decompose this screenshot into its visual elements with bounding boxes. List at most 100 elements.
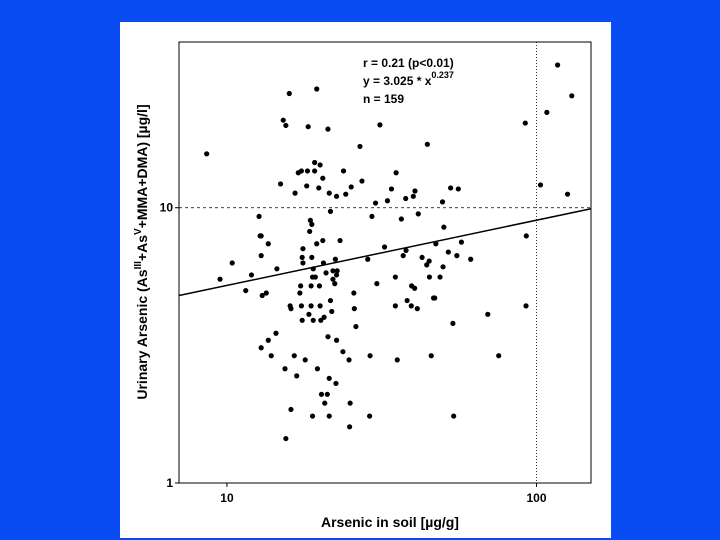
data-point <box>433 241 439 247</box>
stats-annotation: r = 0.21 (p<0.01) y = 3.025 * x0.237 n =… <box>363 56 454 106</box>
data-point <box>258 345 264 351</box>
y-tick-label: 1 <box>166 476 173 490</box>
data-point <box>309 413 316 419</box>
data-point <box>353 323 359 330</box>
data-point <box>308 303 314 309</box>
data-point <box>327 297 334 304</box>
y-tick-label: 10 <box>160 201 174 215</box>
data-point <box>523 303 529 309</box>
data-point <box>309 254 315 261</box>
data-point <box>357 143 363 150</box>
data-point <box>309 221 315 227</box>
data-point <box>351 290 357 296</box>
data-point <box>445 249 451 255</box>
data-point <box>441 224 447 230</box>
data-point <box>340 349 346 355</box>
data-point <box>440 264 446 270</box>
data-point <box>326 190 332 196</box>
data-point <box>321 314 327 320</box>
data-point <box>288 306 294 312</box>
data-point <box>414 306 420 312</box>
data-point <box>398 216 404 222</box>
data-point <box>298 303 305 309</box>
data-point <box>258 253 264 259</box>
data-point <box>259 292 265 299</box>
scatter-chart: 10 100 1 10 r = 0.21 (p<0.01) y = 3.025 * x… <box>133 41 592 530</box>
data-point <box>314 366 321 372</box>
data-point <box>317 303 323 309</box>
data-point <box>299 254 305 261</box>
data-point <box>299 317 305 323</box>
data-point <box>392 303 398 309</box>
data-point <box>468 256 474 262</box>
data-point <box>403 195 409 202</box>
data-point <box>415 211 421 217</box>
data-point <box>426 258 432 264</box>
data-point <box>292 190 298 196</box>
data-point <box>334 268 340 274</box>
data-point <box>318 391 325 397</box>
data-point <box>330 276 336 282</box>
data-point <box>312 168 318 174</box>
data-point <box>320 237 326 244</box>
data-point <box>346 357 352 363</box>
data-point <box>326 413 332 419</box>
data-point <box>263 290 269 296</box>
data-point <box>317 162 323 168</box>
data-point <box>320 260 327 266</box>
data-point <box>291 353 297 359</box>
data-point <box>544 109 550 115</box>
data-point <box>485 311 491 317</box>
x-tick-label: 10 <box>220 491 234 505</box>
data-point <box>347 400 353 406</box>
data-point <box>372 200 379 206</box>
data-point <box>496 353 502 359</box>
data-point <box>326 375 332 381</box>
data-point <box>306 311 312 317</box>
data-point <box>283 122 289 129</box>
data-point <box>522 120 528 126</box>
data-point <box>426 274 433 280</box>
data-point <box>333 380 339 387</box>
data-point <box>310 317 316 323</box>
data-point <box>403 247 409 253</box>
data-point <box>322 400 328 406</box>
data-point <box>310 266 316 272</box>
data-point <box>314 241 320 247</box>
data-point <box>412 188 418 194</box>
data-point <box>554 62 561 68</box>
x-axis-label: Arsenic in soil [µg/g] <box>321 514 459 530</box>
data-point <box>424 262 430 268</box>
data-point <box>265 337 271 343</box>
data-point <box>302 357 308 363</box>
data-point <box>332 256 338 262</box>
data-point <box>351 306 357 312</box>
data-point <box>432 295 438 301</box>
data-point <box>340 168 347 174</box>
data-point <box>298 283 304 289</box>
data-point <box>454 253 460 259</box>
data-point <box>343 191 349 197</box>
data-point <box>369 213 375 220</box>
data-point <box>312 274 318 280</box>
data-point <box>367 353 373 359</box>
data-point <box>297 290 303 296</box>
data-point <box>320 175 326 181</box>
data-point <box>204 151 210 157</box>
data-point <box>280 117 286 123</box>
data-point <box>273 330 279 336</box>
plot-frame <box>178 41 592 484</box>
data-point <box>274 266 280 272</box>
data-point <box>256 213 262 220</box>
data-point <box>412 285 418 291</box>
data-point <box>374 281 380 287</box>
chart-panel: 10 100 1 10 r = 0.21 (p<0.01) y = 3.025 * x… <box>120 22 611 538</box>
data-point <box>333 272 340 278</box>
data-point <box>332 281 338 287</box>
data-point <box>564 191 571 197</box>
data-point <box>248 272 255 278</box>
data-point <box>300 260 306 266</box>
data-point <box>419 254 425 261</box>
x-tick-label: 100 <box>526 491 546 505</box>
data-point <box>381 244 388 250</box>
